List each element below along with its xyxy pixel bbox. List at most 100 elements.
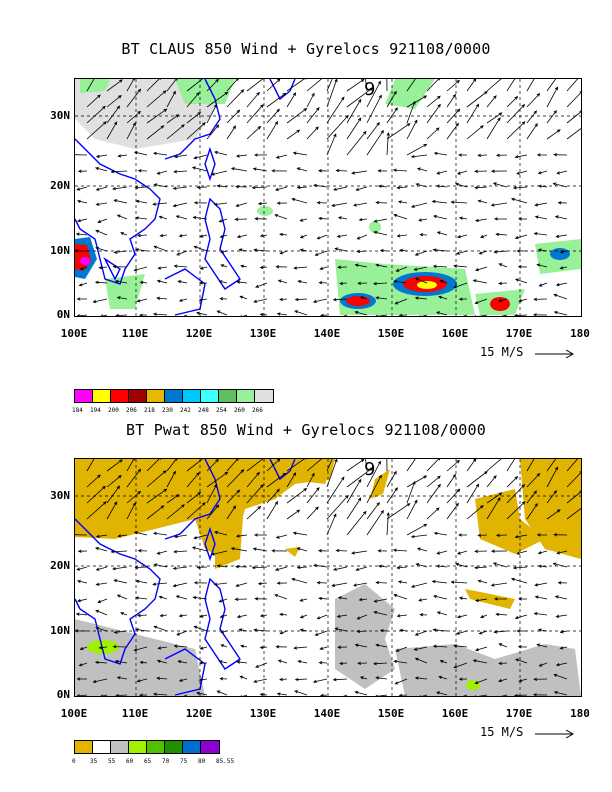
wind-arrow [474, 185, 488, 190]
wind-arrow [106, 459, 123, 472]
wind-arrow [498, 263, 508, 268]
wind-arrow [126, 468, 142, 488]
wind-arrow [275, 645, 288, 649]
wind-arrow [537, 550, 548, 555]
wind-arrow [294, 677, 308, 682]
wind-arrow [306, 459, 323, 472]
wind-arrow [386, 503, 411, 520]
wind-arrow [279, 297, 288, 302]
x-tick-label: 130E [249, 327, 277, 340]
wind-arrow [366, 80, 381, 108]
wind-arrow [95, 202, 108, 206]
wind-arrow [219, 297, 228, 301]
wind-arrow [226, 469, 245, 488]
wind-arrow [354, 643, 368, 648]
wind-arrow [166, 470, 176, 488]
pwat-yellow [465, 589, 515, 609]
wind-arrow [377, 184, 388, 188]
wind-arrow [259, 692, 268, 696]
wind-arrow [246, 471, 260, 488]
wind-arrow [432, 248, 448, 252]
wind-arrow [252, 547, 268, 552]
wind-arrow [79, 266, 88, 271]
wind-arrow [95, 229, 108, 236]
wind-arrow [553, 153, 568, 157]
wind-arrow [517, 645, 528, 649]
wind-arrow [112, 186, 128, 191]
wind-arrow [226, 489, 241, 504]
wind-arrow [206, 504, 220, 520]
x-tick-label: 100E [60, 707, 88, 720]
wind-arrow [326, 494, 349, 520]
wind-arrow [559, 266, 568, 270]
wind-arrow [218, 218, 228, 223]
wind-arrow [416, 547, 428, 552]
wind-arrow [191, 546, 208, 552]
wind-arrow [137, 549, 148, 553]
wind-arrow [419, 233, 428, 237]
colorbar-label: 184 [72, 407, 83, 414]
wind-arrow [486, 79, 504, 92]
wind-arrow [556, 550, 568, 555]
wind-arrow [75, 232, 88, 236]
wind-arrow [94, 547, 108, 552]
wind-arrow [453, 264, 468, 268]
wind-arrow [176, 250, 188, 256]
wind-arrow [426, 127, 440, 140]
wind-arrow [166, 504, 185, 520]
wind-arrow [536, 263, 548, 268]
wind-arrow [410, 582, 428, 588]
wind-arrow [98, 265, 108, 270]
wind-arrow [206, 91, 229, 108]
wind-arrow [450, 580, 468, 584]
wind-arrow [226, 459, 239, 472]
wind-arrow [534, 215, 548, 220]
wind-arrow [319, 646, 328, 650]
wind-arrow [410, 202, 428, 208]
wind-arrow [495, 153, 508, 157]
wind-arrow [506, 484, 526, 504]
wind-arrow [77, 218, 88, 223]
wind-arrow [172, 186, 188, 190]
wind-arrow [526, 490, 537, 504]
wind-arrow [426, 79, 440, 92]
wind-arrow [166, 90, 176, 108]
wind-arrow [399, 628, 408, 633]
pwat-shading [75, 459, 581, 696]
wind-arrow [113, 199, 128, 204]
wind-arrow [306, 506, 319, 520]
wind-arrow [336, 234, 348, 238]
wind-arrow [526, 459, 535, 472]
colorbar-swatch [111, 390, 129, 402]
wind-arrow [439, 279, 448, 284]
wind-arrow [139, 660, 148, 665]
wind-arrow [138, 313, 148, 316]
wind-arrow [76, 297, 87, 301]
wind-arrow [546, 79, 557, 92]
wind-arrow [220, 264, 228, 268]
wind-arrow [157, 266, 168, 270]
wind-arrow [533, 297, 548, 301]
pwat-gray [395, 644, 581, 696]
wind-arrow [230, 547, 248, 552]
wind-arrow [393, 659, 408, 664]
wind-arrow [286, 509, 301, 520]
pwat-yellow [475, 489, 545, 554]
wind-arrow [566, 91, 581, 108]
wind-arrow [458, 297, 468, 301]
wind-arrow [316, 234, 328, 240]
wind-arrow [234, 597, 248, 601]
wind-arrow [557, 581, 568, 585]
wind-arrow [193, 154, 208, 160]
colorbar-swatch [93, 741, 111, 753]
wind-arrow [146, 505, 165, 520]
top-colorbar [74, 389, 274, 403]
wind-arrow [177, 280, 188, 284]
wind-arrow [373, 598, 388, 603]
wind-arrow [546, 459, 557, 472]
colorbar-swatch [165, 741, 183, 753]
wind-arrow [346, 478, 362, 504]
wind-arrow [410, 534, 428, 539]
wind-arrow [446, 488, 461, 504]
wind-arrow [326, 459, 338, 488]
